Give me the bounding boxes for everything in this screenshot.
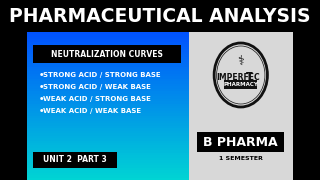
FancyBboxPatch shape (27, 96, 189, 99)
FancyBboxPatch shape (27, 128, 189, 131)
FancyBboxPatch shape (27, 120, 189, 123)
FancyBboxPatch shape (27, 140, 189, 143)
FancyBboxPatch shape (27, 98, 189, 101)
FancyBboxPatch shape (27, 81, 189, 84)
Text: •: • (38, 82, 44, 91)
FancyBboxPatch shape (27, 130, 189, 133)
Text: WEAK ACID / WEAK BASE: WEAK ACID / WEAK BASE (44, 108, 141, 114)
FancyBboxPatch shape (27, 51, 189, 54)
Text: NEUTRALIZATION CURVES: NEUTRALIZATION CURVES (51, 50, 163, 59)
FancyBboxPatch shape (27, 31, 189, 34)
FancyBboxPatch shape (27, 78, 189, 81)
FancyBboxPatch shape (27, 162, 189, 165)
FancyBboxPatch shape (27, 118, 189, 121)
FancyBboxPatch shape (27, 123, 189, 126)
FancyBboxPatch shape (27, 88, 189, 91)
FancyBboxPatch shape (27, 111, 189, 113)
FancyBboxPatch shape (27, 36, 189, 39)
FancyBboxPatch shape (27, 76, 189, 79)
FancyBboxPatch shape (27, 103, 189, 106)
Text: STRONG ACID / STRONG BASE: STRONG ACID / STRONG BASE (44, 72, 161, 78)
Text: WEAK ACID / STRONG BASE: WEAK ACID / STRONG BASE (44, 96, 151, 102)
FancyBboxPatch shape (27, 105, 189, 109)
FancyBboxPatch shape (27, 167, 189, 170)
FancyBboxPatch shape (27, 108, 189, 111)
FancyBboxPatch shape (33, 45, 181, 63)
FancyBboxPatch shape (27, 59, 189, 62)
FancyBboxPatch shape (27, 69, 189, 71)
FancyBboxPatch shape (27, 147, 189, 150)
FancyBboxPatch shape (27, 66, 189, 69)
Text: STRONG ACID / WEAK BASE: STRONG ACID / WEAK BASE (44, 84, 151, 90)
FancyBboxPatch shape (27, 39, 189, 42)
FancyBboxPatch shape (27, 125, 189, 128)
Text: PHARMACEUTICAL ANALYSIS: PHARMACEUTICAL ANALYSIS (9, 6, 311, 26)
Text: PHARMACY: PHARMACY (223, 82, 258, 87)
FancyBboxPatch shape (27, 73, 189, 76)
FancyBboxPatch shape (27, 133, 189, 136)
Text: 1 SEMESTER: 1 SEMESTER (219, 156, 263, 161)
FancyBboxPatch shape (27, 61, 189, 64)
FancyBboxPatch shape (27, 0, 293, 32)
FancyBboxPatch shape (27, 172, 189, 175)
FancyBboxPatch shape (27, 170, 189, 173)
FancyBboxPatch shape (27, 135, 189, 138)
Text: •: • (38, 107, 44, 116)
FancyBboxPatch shape (27, 91, 189, 94)
Text: ⚕: ⚕ (237, 55, 244, 68)
FancyBboxPatch shape (27, 115, 189, 118)
FancyBboxPatch shape (27, 152, 189, 155)
FancyBboxPatch shape (27, 138, 189, 141)
FancyBboxPatch shape (27, 46, 189, 49)
FancyBboxPatch shape (27, 143, 189, 145)
FancyBboxPatch shape (189, 32, 293, 180)
FancyBboxPatch shape (27, 113, 189, 116)
FancyBboxPatch shape (27, 49, 189, 52)
FancyBboxPatch shape (33, 152, 117, 168)
FancyBboxPatch shape (27, 83, 189, 86)
FancyBboxPatch shape (27, 86, 189, 89)
FancyBboxPatch shape (27, 160, 189, 163)
FancyBboxPatch shape (27, 157, 189, 160)
FancyBboxPatch shape (27, 56, 189, 59)
FancyBboxPatch shape (27, 101, 189, 103)
FancyBboxPatch shape (27, 44, 189, 47)
Text: T: T (246, 72, 252, 82)
FancyBboxPatch shape (27, 41, 189, 44)
Text: •: • (38, 71, 44, 80)
Text: B PHARMA: B PHARMA (204, 136, 278, 148)
FancyBboxPatch shape (27, 71, 189, 74)
Text: IMPERFEC: IMPERFEC (216, 73, 260, 82)
FancyBboxPatch shape (27, 177, 189, 180)
FancyBboxPatch shape (224, 80, 257, 89)
FancyBboxPatch shape (27, 93, 189, 96)
Text: UNIT 2  PART 3: UNIT 2 PART 3 (43, 156, 107, 165)
FancyBboxPatch shape (27, 34, 189, 37)
FancyBboxPatch shape (27, 64, 189, 67)
FancyBboxPatch shape (27, 150, 189, 153)
Text: •: • (38, 94, 44, 103)
FancyBboxPatch shape (27, 54, 189, 57)
FancyBboxPatch shape (27, 155, 189, 158)
FancyBboxPatch shape (27, 165, 189, 168)
FancyBboxPatch shape (197, 132, 284, 152)
FancyBboxPatch shape (27, 175, 189, 177)
FancyBboxPatch shape (27, 145, 189, 148)
